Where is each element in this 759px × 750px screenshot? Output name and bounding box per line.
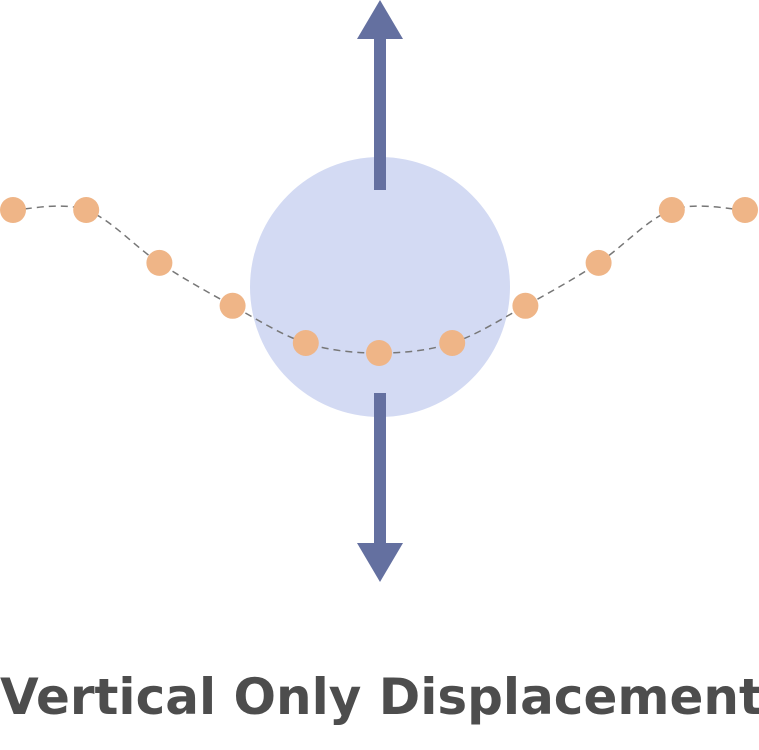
displacement-point	[732, 197, 758, 223]
displacement-points	[0, 197, 758, 366]
displacement-point	[512, 292, 539, 319]
diagram-caption: Vertical Only Displacement	[0, 668, 759, 726]
arrow-down-icon	[357, 393, 403, 582]
displacement-point	[439, 329, 466, 356]
displacement-point	[146, 249, 173, 276]
displacement-point	[658, 197, 685, 223]
displacement-point	[366, 340, 392, 366]
displacement-point	[73, 197, 100, 223]
influence-circle	[250, 157, 510, 417]
displacement-point	[292, 329, 319, 356]
displacement-point	[219, 292, 246, 319]
arrow-up-icon	[357, 0, 403, 190]
displacement-diagram	[0, 0, 758, 582]
displacement-point	[585, 249, 612, 276]
displacement-point	[0, 197, 26, 223]
